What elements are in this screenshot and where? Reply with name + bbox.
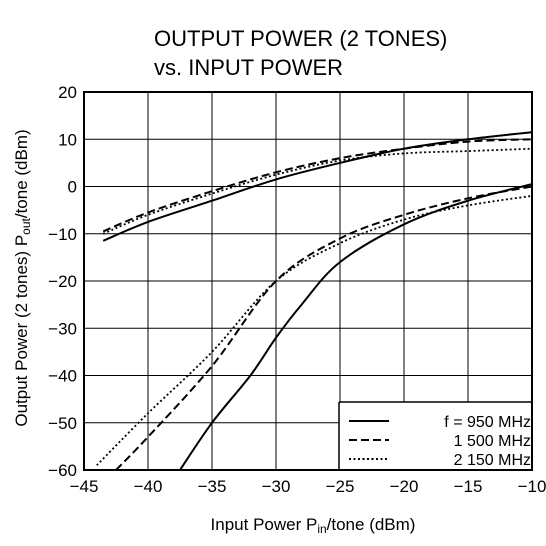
y-tick-label: −30 — [48, 319, 77, 338]
y-tick-label: 0 — [68, 178, 77, 197]
legend-label: 1 500 MHz — [454, 433, 531, 450]
series-line-solid-third-order — [179, 183, 533, 471]
legend-label: f = 950 MHz — [444, 414, 531, 431]
y-tick-label: −50 — [48, 414, 77, 433]
legend-background — [339, 402, 532, 470]
y-tick-label: 10 — [58, 130, 77, 149]
x-tick-label: −20 — [390, 477, 419, 496]
series-line-dashed-fundamental — [102, 138, 533, 233]
x-tick-label: −25 — [326, 477, 355, 496]
x-tick-label: −35 — [198, 477, 227, 496]
y-axis-label: Output Power (2 tones) Pout/tone (dBm) — [12, 129, 33, 426]
chart-title-line-1: OUTPUT POWER (2 TONES) — [154, 26, 447, 51]
y-tick-label: −40 — [48, 367, 77, 386]
legend: f = 950 MHz 1 500 MHz 2 150 MHz — [338, 401, 532, 470]
x-tick-label: −40 — [134, 477, 163, 496]
series-line-dotted-third-order — [96, 195, 533, 466]
x-tick-label: −45 — [70, 477, 99, 496]
y-tick-label: −10 — [48, 225, 77, 244]
x-tick-label: −15 — [454, 477, 483, 496]
series-line-solid-fundamental — [102, 131, 533, 242]
series-line-dotted-fundamental — [102, 147, 533, 235]
x-tick-label: −30 — [262, 477, 291, 496]
y-tick-label: 20 — [58, 83, 77, 102]
x-axis-label: Input Power Pin/tone (dBm) — [211, 515, 416, 536]
x-tick-label: −10 — [518, 477, 546, 496]
chart-title-line-2: vs. INPUT POWER — [154, 55, 343, 80]
data-series — [96, 131, 533, 471]
y-tick-labels: −60 −50 −40 −30 −20 −10 0 10 20 — [48, 83, 77, 480]
x-tick-labels: −45 −40 −35 −30 −25 −20 −15 −10 — [70, 477, 546, 496]
y-tick-label: −60 — [48, 461, 77, 480]
y-tick-label: −20 — [48, 272, 77, 291]
series-line-dashed-third-order — [115, 185, 533, 471]
legend-label: 2 150 MHz — [454, 452, 531, 469]
plot-frame — [83, 91, 533, 471]
